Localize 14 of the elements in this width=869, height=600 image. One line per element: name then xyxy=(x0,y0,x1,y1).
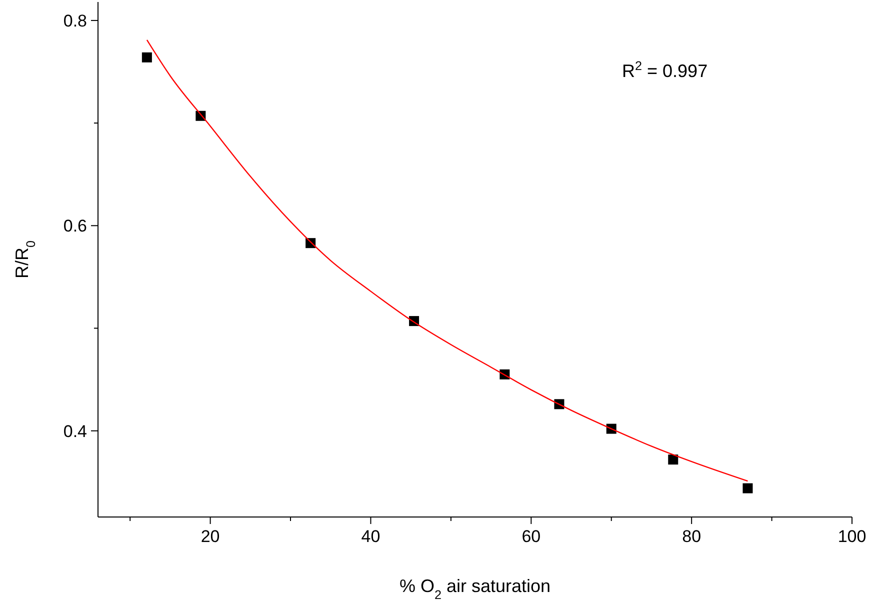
x-tick-label: 20 xyxy=(200,527,220,546)
x-axis-title: % O$_{2}$ air saturation xyxy=(399,576,551,600)
x-tick-label: 40 xyxy=(361,527,380,546)
point xyxy=(142,52,152,62)
point xyxy=(742,483,753,494)
point xyxy=(668,454,678,465)
x-tick-label: 80 xyxy=(682,527,702,546)
y-tick-label: 0.6 xyxy=(63,216,87,236)
y-tick-label: 0.4 xyxy=(63,422,87,441)
x-tick-label: 60 xyxy=(522,527,541,546)
annotation: R$^{2}$ = 0.997 xyxy=(622,59,708,81)
y-tick-label: 0.8 xyxy=(63,11,87,30)
line-series xyxy=(146,39,748,482)
x-tick-label: 100 xyxy=(838,527,866,546)
